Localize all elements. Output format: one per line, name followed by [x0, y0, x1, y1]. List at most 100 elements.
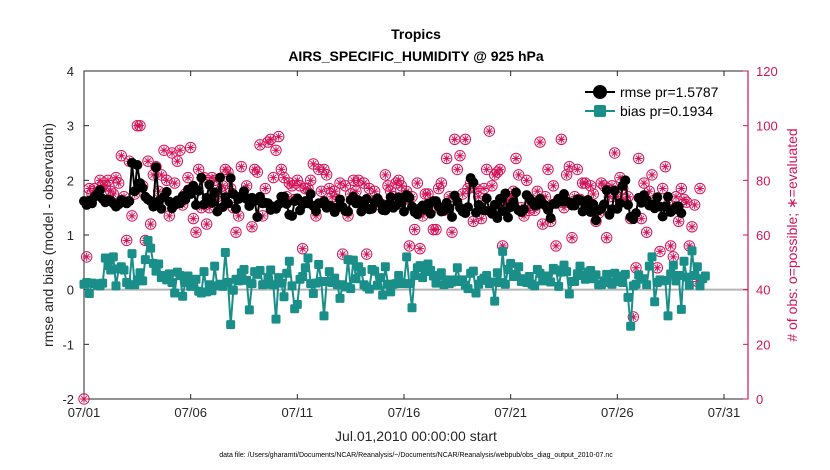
rmse-point [676, 208, 687, 219]
rmse-point [385, 192, 396, 203]
bias-point [695, 281, 705, 291]
bias-point [255, 266, 265, 276]
obs-evaluated-point [325, 184, 334, 193]
obs-evaluated-point [674, 217, 683, 226]
bias-point [335, 293, 345, 303]
obs-evaluated-point [256, 140, 264, 149]
obs-evaluated-point [114, 179, 123, 188]
obs-evaluated-point [632, 263, 640, 272]
obs-evaluated-point [216, 187, 224, 196]
bias-point [183, 271, 193, 281]
obs-possible-point [659, 160, 672, 173]
bias-point [407, 303, 417, 313]
bias-point [138, 276, 148, 286]
bias-point [500, 279, 510, 289]
obs-evaluated-point [205, 203, 214, 212]
rmse-point [519, 204, 529, 215]
obs-evaluated-point [437, 179, 446, 188]
bias-point [676, 304, 686, 314]
bias-point [164, 269, 174, 279]
obs-possible-point [112, 177, 125, 189]
obs-evaluated-point [605, 192, 614, 201]
obs-evaluated-point [482, 165, 491, 174]
obs-evaluated-point [384, 181, 392, 190]
obs-evaluated-point [586, 181, 595, 190]
legend-bias-marker [594, 105, 606, 117]
rmse-point [601, 185, 612, 196]
obs-evaluated-point [173, 157, 182, 166]
bias-series [79, 235, 710, 331]
bias-point [119, 265, 129, 275]
obs-evaluated-point [109, 190, 118, 198]
obs-possible-point [174, 144, 186, 156]
obs-evaluated-point [192, 228, 200, 237]
rmse-point [447, 211, 457, 222]
bias-point [300, 263, 310, 273]
bias-point [135, 268, 145, 278]
bias-point [492, 268, 502, 278]
obs-evaluated-point [370, 187, 379, 196]
bias-point [364, 284, 374, 294]
obs-evaluated-point [149, 170, 158, 179]
obs-possible-point [168, 177, 181, 189]
obs-possible-point [336, 248, 349, 260]
obs-possible-point [251, 166, 264, 178]
y-right-tick-label: 20 [756, 337, 770, 352]
rmse-point [404, 192, 415, 203]
rmse-point [399, 206, 409, 217]
bias-point [154, 259, 164, 269]
bias-point [562, 267, 572, 277]
bias-point [247, 279, 257, 289]
legend-rmse-marker [593, 85, 607, 99]
obs-possible-point [379, 169, 392, 181]
obs-evaluated-point [328, 192, 336, 201]
rmse-point [196, 172, 207, 183]
obs-evaluated-point [144, 157, 152, 166]
obs-evaluated-point [317, 187, 326, 196]
obs-possible-point [571, 163, 584, 176]
bias-point [175, 270, 185, 280]
bias-point [143, 235, 153, 245]
obs-evaluated-point [272, 146, 280, 155]
obs-possible-point [512, 169, 525, 181]
bias-point [668, 260, 678, 270]
obs-evaluated-point [602, 233, 611, 242]
obs-evaluated-point [157, 170, 166, 179]
obs-evaluated-point [648, 170, 656, 179]
obs-evaluated-point [549, 181, 558, 190]
rmse-point [396, 197, 407, 208]
rmse-point [151, 162, 161, 173]
bias-point [375, 273, 385, 283]
bias-point [410, 270, 420, 280]
bias-point [394, 270, 404, 280]
obs-possible-point [494, 163, 506, 176]
obs-evaluated-point [354, 176, 363, 185]
obs-possible-point [187, 212, 200, 225]
obs-possible-point [235, 160, 248, 173]
obs-possible-point [640, 226, 653, 238]
rmse-point [503, 212, 513, 223]
obs-evaluated-point [501, 200, 510, 209]
ticks: 07/01 07/06 07/11 07/16 07/21 07/26 07/31 -2 -1 0… [62, 64, 777, 420]
rmse-point [207, 197, 217, 208]
obs-evaluated-point [600, 181, 608, 190]
obs-evaluated-point [672, 192, 680, 201]
bias-point [690, 270, 700, 280]
rmse-point [492, 213, 503, 224]
obs-evaluated-point [298, 244, 307, 253]
obs-possible-point [654, 245, 666, 258]
obs-evaluated-point [112, 173, 120, 182]
obs-evaluated-point [536, 138, 544, 147]
obs-evaluated-point [496, 165, 504, 174]
obs-evaluated-point [634, 154, 643, 163]
obs-evaluated-point [186, 143, 195, 152]
bias-point [511, 269, 521, 279]
obs-evaluated-point [573, 165, 582, 174]
legend: rmse pr=1.5787 bias pr=0.1934 [580, 77, 742, 123]
obs-evaluated-point [304, 184, 312, 193]
obs-evaluated-point [685, 241, 694, 250]
bias-point [524, 272, 534, 282]
obs-possible-point [451, 163, 464, 176]
obs-evaluated-point [242, 181, 251, 190]
bias-point [663, 311, 673, 321]
